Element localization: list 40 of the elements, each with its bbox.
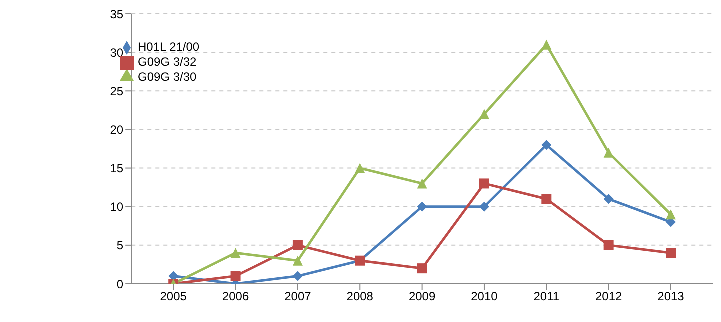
y-tick-label: 35	[110, 7, 124, 22]
x-tick-label: 2011	[534, 290, 560, 304]
y-tick-label: 25	[110, 84, 124, 98]
point	[417, 264, 428, 274]
legend-label: H01L 21/00	[138, 40, 200, 54]
x-tick-label: 2006	[222, 290, 250, 304]
x-tick-label: 2007	[284, 290, 312, 304]
point	[604, 148, 614, 158]
point	[604, 240, 614, 250]
x-tick-label: 2010	[471, 290, 498, 304]
point	[479, 202, 490, 212]
point	[479, 109, 490, 120]
point	[417, 178, 428, 189]
x-tick-label: 2005	[160, 290, 188, 304]
legend-label: G09G 3/32	[138, 54, 197, 69]
x-tick-label: 2012	[595, 290, 622, 304]
point	[292, 240, 303, 250]
point	[230, 271, 241, 282]
point	[355, 163, 366, 174]
point	[230, 248, 241, 258]
y-tick-label: 10	[110, 200, 124, 214]
y-tick-label: 20	[110, 122, 124, 137]
point	[604, 194, 614, 204]
y-tick-label: 0	[116, 277, 124, 292]
point	[479, 178, 490, 189]
point	[417, 202, 428, 212]
x-tick-label: 2009	[408, 290, 436, 304]
point	[542, 140, 552, 150]
point	[542, 40, 552, 50]
y-tick-label: 15	[110, 162, 124, 176]
point	[292, 271, 303, 282]
legend-label: G09G 3/30	[138, 70, 197, 84]
x-tick-label: 2013	[658, 290, 685, 304]
point	[292, 256, 303, 266]
point	[542, 194, 552, 204]
x-tick-label: 2008	[346, 290, 374, 304]
y-tick-label: 30	[110, 46, 124, 60]
point	[666, 210, 676, 220]
y-tick-label: 5	[116, 238, 124, 253]
point	[666, 248, 676, 258]
